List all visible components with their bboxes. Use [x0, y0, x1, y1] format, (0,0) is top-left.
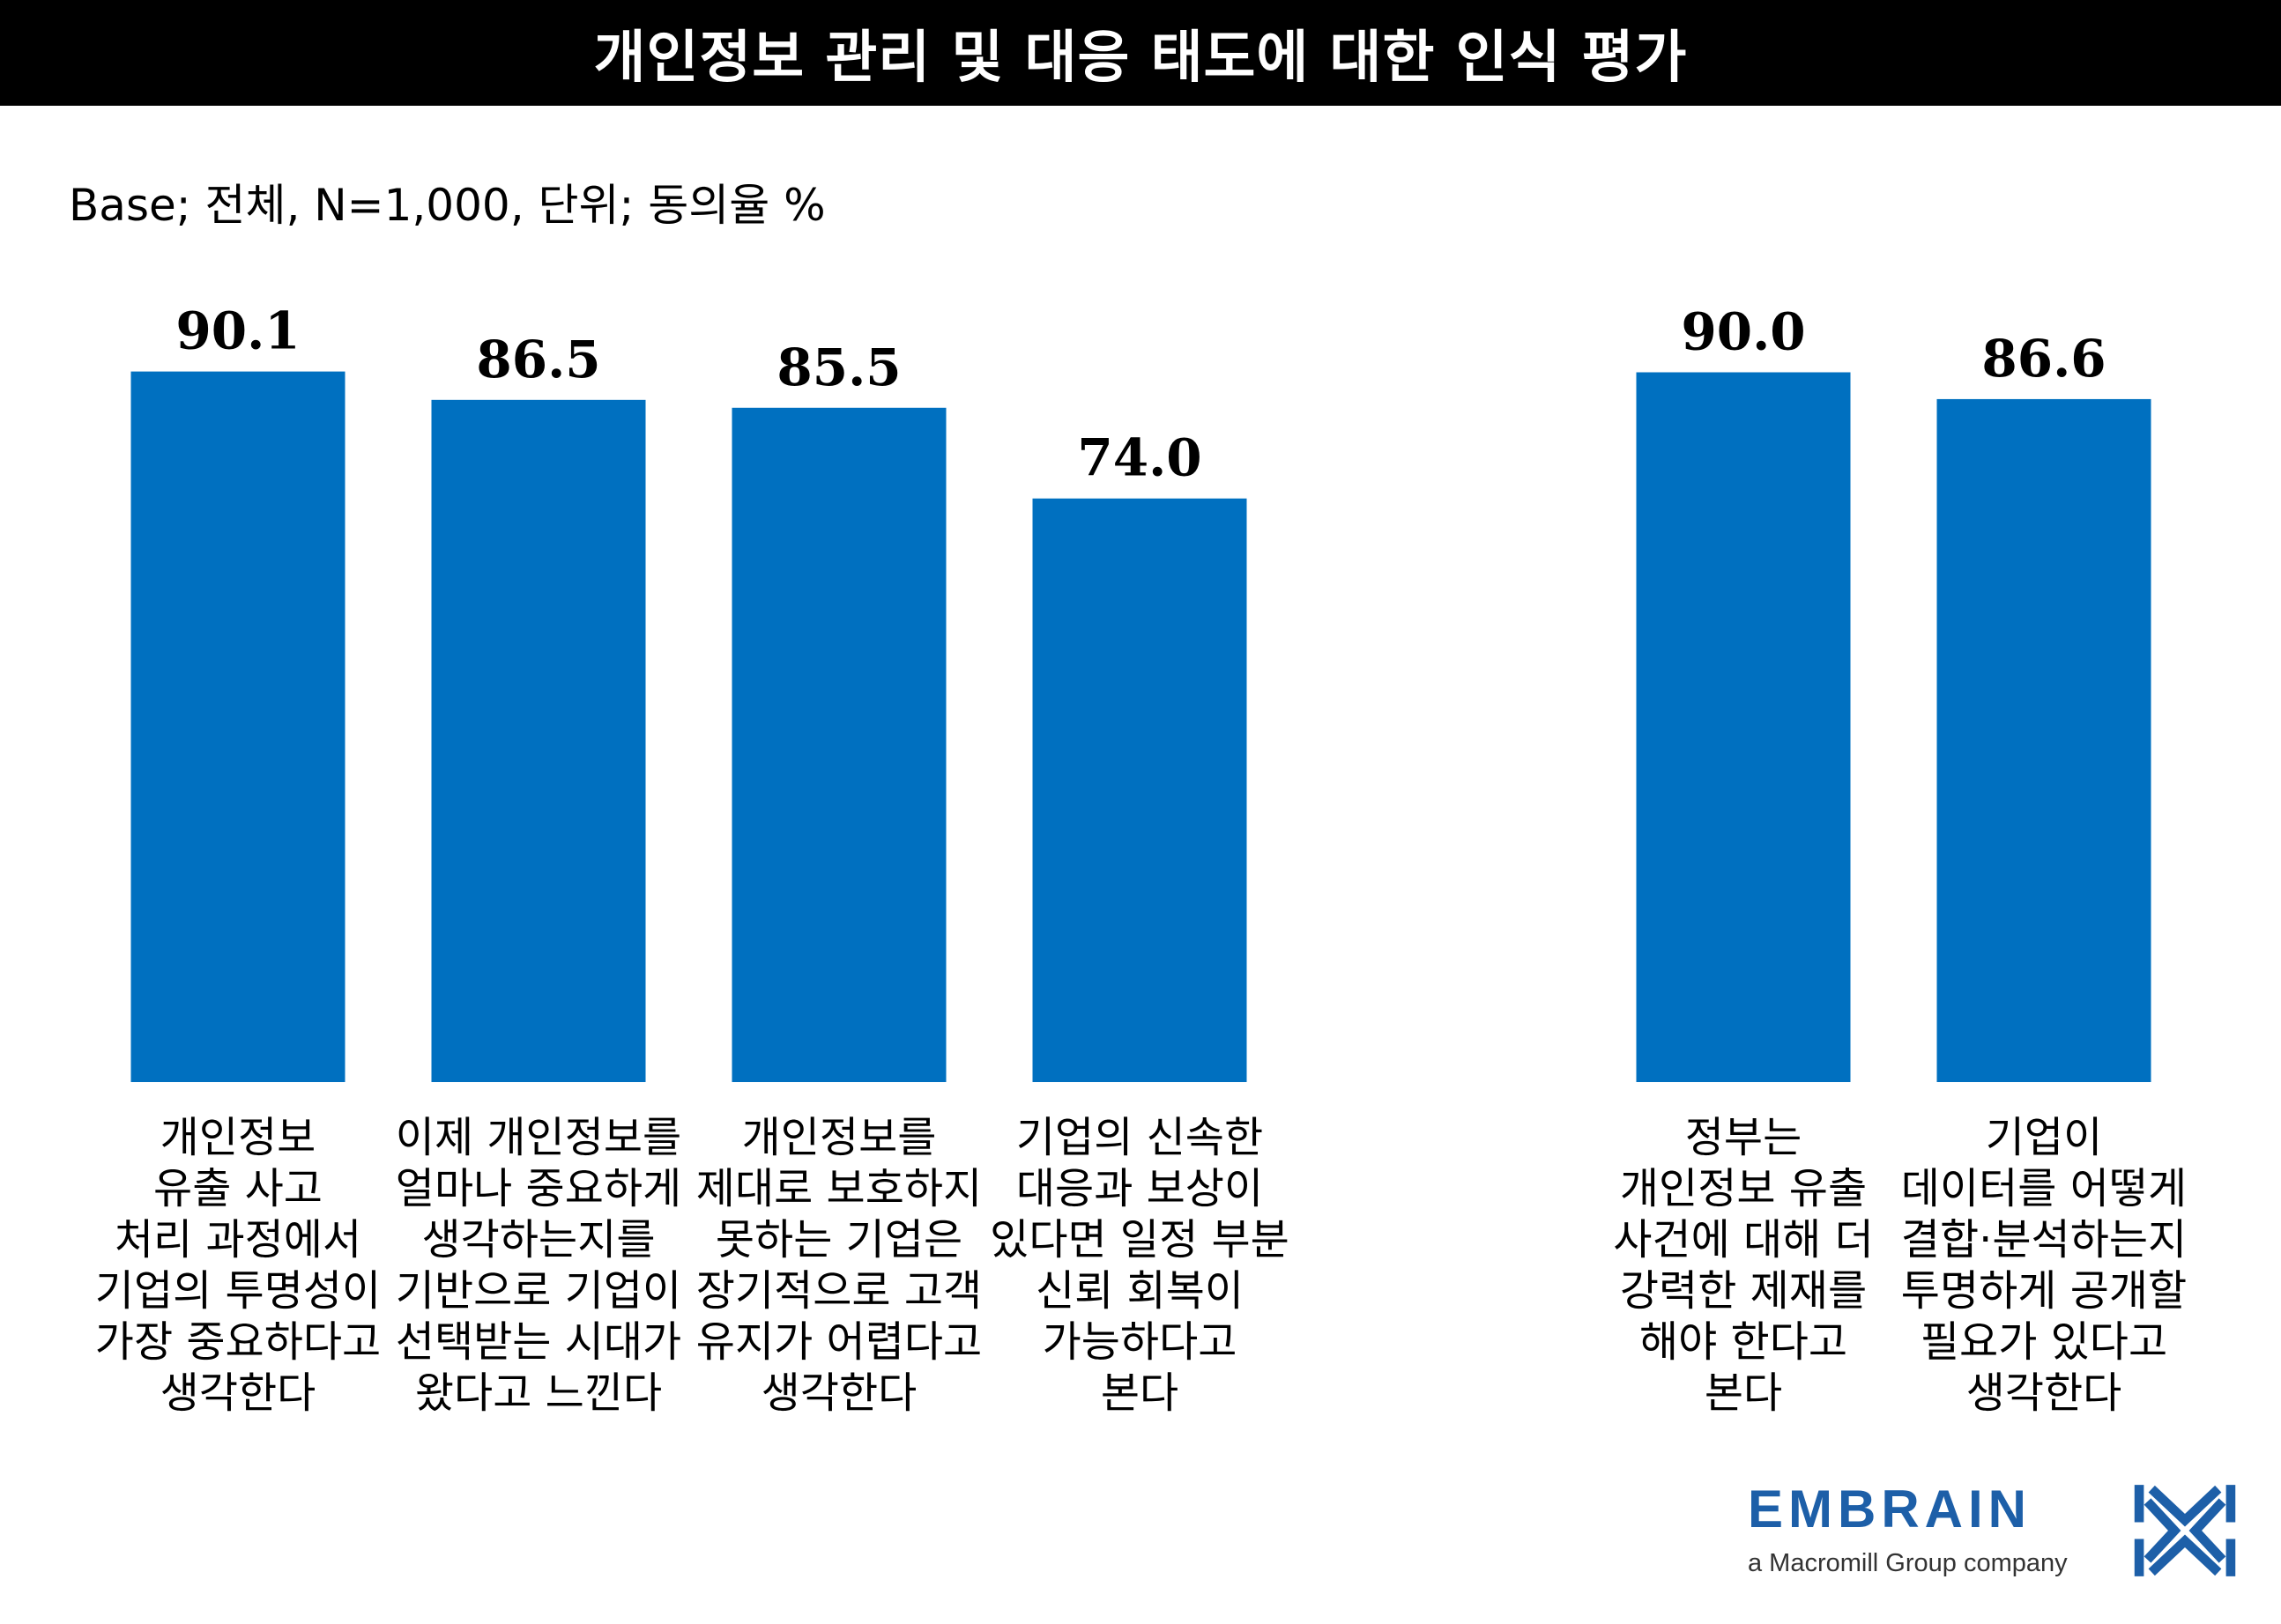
bar-1 — [130, 371, 345, 1083]
bar-4 — [1032, 498, 1247, 1082]
category-label-3: 개인정보를 제대로 보호하지 못하는 기업은 장기적으로 고객 유지가 어렵다고… — [695, 1113, 983, 1418]
category-label-1: 개인정보 유출 사고 처리 과정에서 기업의 투명성이 가장 중요하다고 생각한… — [94, 1113, 382, 1418]
value-label-6: 86.6 — [1981, 329, 2106, 389]
category-label-5: 정부는 개인정보 유출 사건에 대해 더 강력한 제재를 해야 한다고 본다 — [1613, 1113, 1874, 1418]
bar-3 — [732, 407, 947, 1082]
category-label-6: 기업이 데이터를 어떻게 결합·분석하는지 투명하게 공개할 필요가 있다고 생… — [1900, 1113, 2188, 1418]
title-bar: 개인정보 관리 및 대응 태도에 대한 인식 평가 — [0, 0, 2281, 106]
bar-2 — [431, 399, 646, 1082]
base-note: Base; 전체, N=1,000, 단위; 동의율 % — [69, 180, 826, 231]
bar-5 — [1636, 372, 1851, 1082]
embrain-logo: EMBRAIN a Macromill Group company — [1748, 1479, 2241, 1593]
value-label-2: 86.5 — [476, 330, 600, 389]
embrain-mark-icon — [2133, 1479, 2237, 1583]
value-label-3: 85.5 — [776, 337, 901, 397]
logo-wordmark: EMBRAIN — [1748, 1479, 2032, 1539]
logo-tagline: a Macromill Group company — [1748, 1549, 2068, 1577]
value-label-5: 90.0 — [1681, 302, 1805, 362]
value-label-1: 90.1 — [175, 301, 300, 361]
category-label-4: 기업의 신속한 대응과 보상이 있다면 일정 부분 신뢰 회복이 가능하다고 본… — [990, 1113, 1289, 1418]
category-label-2: 이제 개인정보를 얼마나 중요하게 생각하는지를 기반으로 기업이 선택받는 시… — [395, 1113, 682, 1418]
bar-6 — [1936, 398, 2151, 1082]
chart-title: 개인정보 관리 및 대응 태도에 대한 인식 평가 — [593, 26, 1688, 91]
value-label-4: 74.0 — [1077, 428, 1201, 488]
